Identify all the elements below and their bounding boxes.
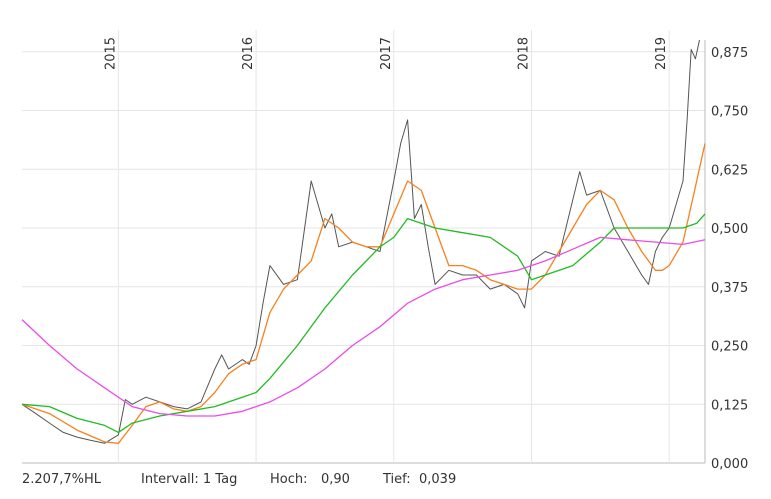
x-tick-label: 2017	[379, 37, 394, 70]
series-line-1	[21, 39, 700, 444]
low-label: Tief:	[383, 472, 411, 487]
y-tick-label: 0,875	[711, 46, 748, 61]
x-tick-label: 2018	[516, 37, 531, 70]
grid	[22, 30, 706, 464]
y-tick-label: 0,625	[711, 163, 748, 178]
x-tick-label: 2016	[241, 37, 256, 70]
high-label: Hoch:	[270, 472, 308, 487]
interval-text: Intervall: 1 Tag	[141, 472, 238, 487]
y-axis: 0,000 0,125 0,250 0,375 0,500 0,625 0,750 0,875	[711, 46, 748, 470]
y-tick-label: 0,375	[711, 281, 748, 296]
series-line-4	[21, 236, 706, 417]
y-tick-label: 0,125	[711, 398, 748, 413]
series-line-3	[21, 213, 706, 434]
price-chart: 0,000 0,125 0,250 0,375 0,500 0,625 0,750 0,875…	[21, 30, 748, 470]
x-tick-label: 2015	[103, 37, 118, 70]
low-value: 0,039	[419, 472, 457, 487]
high-value: 0,90	[321, 472, 350, 487]
series-line-2	[21, 143, 706, 444]
y-tick-label: 0,250	[711, 340, 748, 355]
x-axis: 2015 2016 2017 2018 2019	[103, 37, 669, 70]
change-text: 2.207,7%HL	[22, 472, 101, 487]
x-tick-label: 2019	[654, 37, 669, 70]
y-tick-label: 0,750	[711, 105, 748, 120]
y-tick-label: 0,000	[711, 457, 748, 470]
series-group	[21, 39, 706, 444]
y-tick-label: 0,500	[711, 222, 748, 237]
